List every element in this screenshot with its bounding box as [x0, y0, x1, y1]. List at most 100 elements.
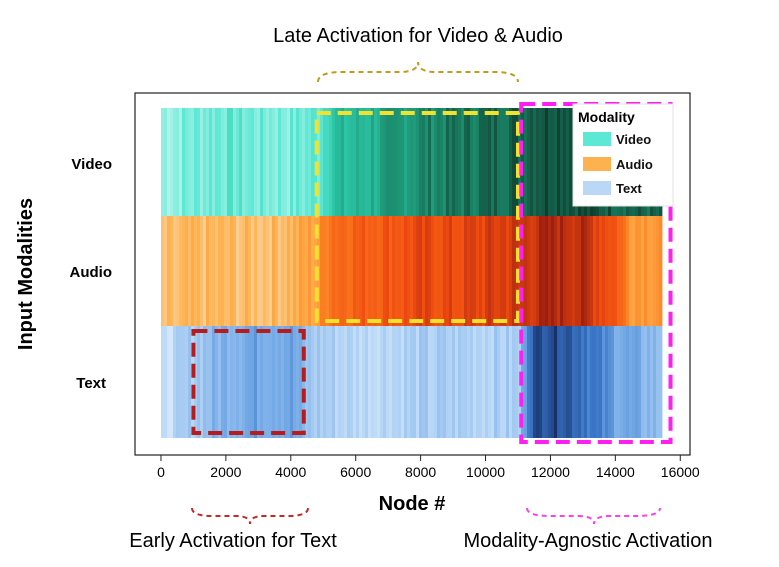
heatmap-cell — [428, 326, 432, 438]
heatmap-cell — [338, 108, 342, 216]
heatmap-cell — [329, 108, 333, 216]
heatmap-cell — [335, 326, 339, 438]
brace-early-activation — [191, 507, 309, 525]
heatmap-cell — [245, 216, 249, 326]
heatmap-cell — [221, 216, 225, 326]
heatmap-cell — [542, 326, 546, 438]
heatmap-cell — [527, 326, 531, 438]
heatmap-cell — [422, 326, 426, 438]
heatmap-cell — [464, 108, 468, 216]
heatmap-cell — [179, 216, 183, 326]
heatmap-cell — [212, 216, 216, 326]
heatmap-cell — [275, 326, 279, 438]
legend-label-text: Text — [616, 181, 642, 196]
heatmap-cell — [206, 216, 210, 326]
heatmap-cell — [398, 108, 402, 216]
heatmap-cell — [245, 108, 249, 216]
heatmap-cell — [461, 108, 465, 216]
heatmap-cell — [269, 108, 273, 216]
heatmap-cell — [566, 216, 570, 326]
heatmap-cell — [416, 326, 420, 438]
heatmap-cell — [575, 326, 579, 438]
heatmap-cell — [260, 108, 264, 216]
heatmap-cell — [236, 216, 240, 326]
heatmap-cell — [347, 216, 351, 326]
heatmap-cell — [482, 108, 486, 216]
heatmap-cell — [488, 108, 492, 216]
heatmap-cell — [209, 326, 213, 438]
heatmap-cell — [512, 326, 516, 438]
heatmap-cell — [344, 108, 348, 216]
heatmap-cell — [398, 216, 402, 326]
heatmap-cell — [425, 108, 429, 216]
heatmap-cell — [461, 216, 465, 326]
x-axis-title: Node # — [379, 493, 446, 515]
heatmap-cell — [449, 108, 453, 216]
heatmap-cell — [656, 216, 660, 326]
heatmap-cell — [392, 216, 396, 326]
heatmap-cell — [236, 108, 240, 216]
heatmap-cell — [428, 216, 432, 326]
heatmap-cell — [173, 108, 177, 216]
heatmap-cell — [641, 326, 645, 438]
heatmap-cell — [281, 108, 285, 216]
legend: Modality Video Audio Text — [572, 103, 674, 207]
brace-late-activation — [317, 61, 519, 83]
heatmap-cell — [380, 108, 384, 216]
heatmap-cell — [398, 326, 402, 438]
heatmap-cell — [548, 326, 552, 438]
heatmap-cell — [545, 216, 549, 326]
heatmap-cell — [503, 326, 507, 438]
heatmap-cell — [491, 216, 495, 326]
heatmap-cell — [329, 326, 333, 438]
heatmap-cell — [434, 326, 438, 438]
heatmap-cell — [221, 326, 225, 438]
heatmap-cell — [587, 216, 591, 326]
heatmap-cell — [395, 326, 399, 438]
heatmap-cell — [305, 108, 309, 216]
heatmap-cell — [512, 108, 516, 216]
heatmap-cell — [323, 326, 327, 438]
heatmap-cell — [659, 326, 663, 438]
heatmap-cell — [404, 108, 408, 216]
heatmap-cell — [485, 216, 489, 326]
heatmap-cell — [224, 108, 228, 216]
heatmap-cell — [257, 108, 261, 216]
heatmap-cell — [329, 216, 333, 326]
heatmap-cell — [425, 216, 429, 326]
heatmap-cell — [281, 216, 285, 326]
heatmap-cell — [341, 108, 345, 216]
heatmap-cell — [647, 326, 651, 438]
heatmap-cell — [605, 216, 609, 326]
legend-label-audio: Audio — [616, 157, 653, 172]
heatmap-cell — [623, 326, 627, 438]
heatmap-cell — [569, 216, 573, 326]
heatmap-cell — [503, 216, 507, 326]
y-axis-title: Input Modalities — [15, 198, 37, 350]
heatmap-cell — [581, 216, 585, 326]
heatmap-cell — [278, 108, 282, 216]
heatmap-cell — [326, 216, 330, 326]
heatmap-cell — [236, 326, 240, 438]
heatmap-cell — [428, 108, 432, 216]
heatmap-cell — [230, 326, 234, 438]
heatmap-cell — [413, 108, 417, 216]
heatmap-cell — [233, 216, 237, 326]
heatmap-cell — [344, 216, 348, 326]
heatmap-cell — [500, 108, 504, 216]
heatmap-cell — [596, 216, 600, 326]
heatmap-cell — [470, 108, 474, 216]
heatmap-cell — [206, 108, 210, 216]
heatmap-cell — [515, 326, 519, 438]
heatmap-cell — [455, 108, 459, 216]
heatmap-cell — [560, 216, 564, 326]
heatmap-cell — [368, 326, 372, 438]
heatmap-cell — [176, 216, 180, 326]
heatmap-cell — [557, 108, 561, 216]
heatmap-cell — [536, 326, 540, 438]
heatmap-cell — [647, 216, 651, 326]
heatmap-cell — [290, 108, 294, 216]
heatmap-cell — [536, 108, 540, 216]
heatmap-cell — [191, 326, 195, 438]
